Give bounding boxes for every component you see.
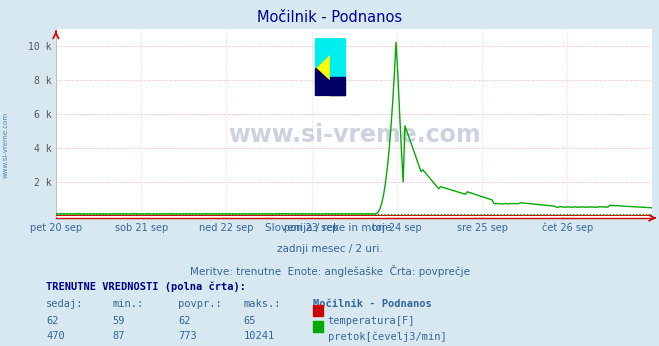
Text: Močilnik - Podnanos: Močilnik - Podnanos (313, 299, 432, 309)
Text: 470: 470 (46, 331, 65, 342)
Polygon shape (316, 68, 345, 95)
Text: temperatura[F]: temperatura[F] (328, 316, 415, 326)
Text: www.si-vreme.com: www.si-vreme.com (2, 112, 9, 179)
Text: Močilnik - Podnanos: Močilnik - Podnanos (257, 10, 402, 25)
Text: Meritve: trenutne  Enote: anglešaške  Črta: povprečje: Meritve: trenutne Enote: anglešaške Črta… (190, 265, 469, 277)
Text: Slovenija / reke in morje.: Slovenija / reke in morje. (264, 223, 395, 233)
Text: zadnji mesec / 2 uri.: zadnji mesec / 2 uri. (277, 244, 382, 254)
Text: maks.:: maks.: (244, 299, 281, 309)
Bar (316, 39, 345, 95)
Text: 65: 65 (244, 316, 256, 326)
Text: TRENUTNE VREDNOSTI (polna črta):: TRENUTNE VREDNOSTI (polna črta): (46, 282, 246, 292)
Text: 59: 59 (112, 316, 125, 326)
Text: 10241: 10241 (244, 331, 275, 342)
Text: 62: 62 (46, 316, 59, 326)
Text: 773: 773 (178, 331, 196, 342)
Text: povpr.:: povpr.: (178, 299, 221, 309)
Polygon shape (316, 39, 345, 68)
Text: www.si-vreme.com: www.si-vreme.com (228, 123, 480, 147)
Bar (330, 39, 345, 76)
Bar (330, 76, 345, 95)
Text: pretok[čevelj3/min]: pretok[čevelj3/min] (328, 331, 446, 342)
Text: sedaj:: sedaj: (46, 299, 84, 309)
Text: 87: 87 (112, 331, 125, 342)
Text: min.:: min.: (112, 299, 143, 309)
Text: 62: 62 (178, 316, 190, 326)
